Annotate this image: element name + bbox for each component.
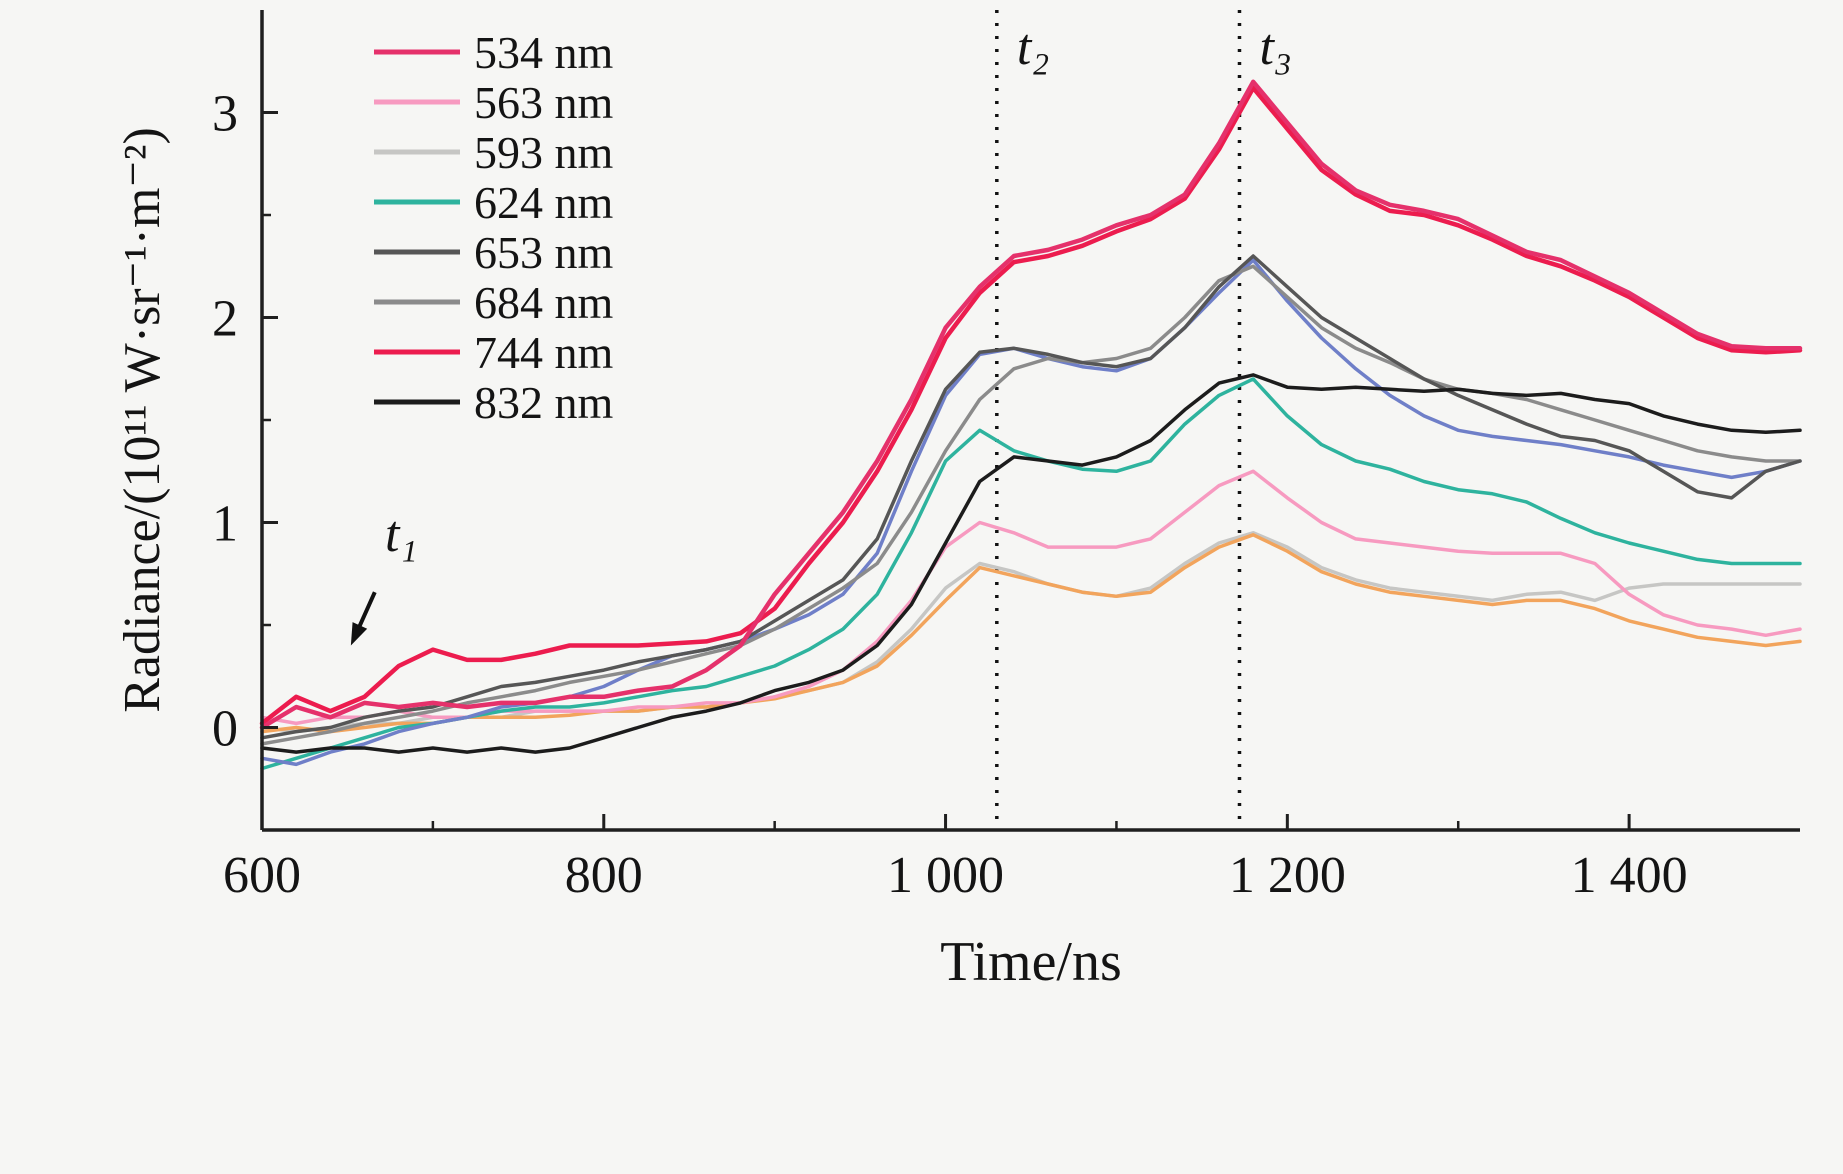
- x-tick-label: 600: [223, 847, 301, 904]
- y-tick-label: 2: [212, 291, 238, 348]
- y-tick-label: 0: [212, 701, 238, 758]
- legend-label-534-nm: 534 nm: [474, 27, 614, 78]
- annotation-t2: t₂: [1017, 19, 1050, 76]
- series-group: [259, 79, 1803, 771]
- annotation-t3: t₃: [1259, 19, 1292, 76]
- series-line-684-nm: [260, 264, 1802, 746]
- y-axis-title: Radiance/(10¹¹ W·sr⁻¹·m⁻²): [114, 127, 171, 713]
- series-line-534-nm: [259, 79, 1803, 730]
- series-line-744-nm: [259, 85, 1803, 726]
- legend-label-653-nm: 653 nm: [474, 227, 614, 278]
- t1-arrow-head: [350, 622, 368, 646]
- x-tick-label: 1 000: [887, 847, 1004, 904]
- series-line-832-nm: [260, 373, 1802, 754]
- x-axis-title: Time/ns: [940, 931, 1122, 993]
- x-tick-label: 1 400: [1571, 847, 1688, 904]
- series-line-624-nm: [260, 377, 1802, 771]
- legend-label-563-nm: 563 nm: [474, 77, 614, 128]
- legend-label-593-nm: 593 nm: [474, 127, 614, 178]
- series-line-653-nm: [260, 254, 1802, 740]
- y-tick-label: 3: [212, 86, 238, 143]
- series-line-563-nm: [260, 469, 1802, 726]
- legend-label-832-nm: 832 nm: [474, 377, 614, 428]
- legend-label-624-nm: 624 nm: [474, 177, 614, 228]
- t1-arrow-line: [355, 591, 377, 632]
- x-tick-label: 1 200: [1229, 847, 1346, 904]
- legend-label-684-nm: 684 nm: [474, 277, 614, 328]
- series-line-593-nm: [260, 531, 1802, 734]
- y-tick-label: 1: [212, 496, 238, 553]
- annotation-t1: t₁: [385, 506, 418, 563]
- x-tick-label: 800: [565, 847, 643, 904]
- legend-label-744-nm: 744 nm: [474, 327, 614, 378]
- series-line-unlabeled-9: [260, 533, 1802, 734]
